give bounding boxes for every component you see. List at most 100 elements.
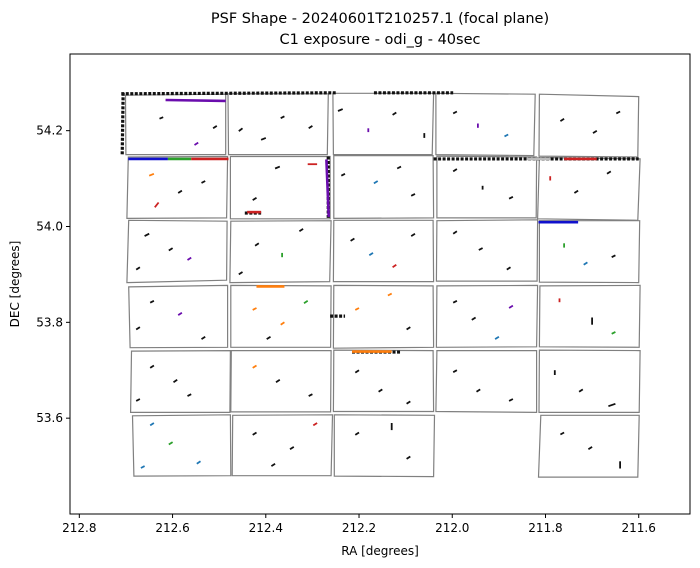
ota-frame — [229, 220, 332, 284]
psf-stick — [266, 335, 271, 340]
psf-stick — [187, 393, 192, 397]
psf-stick — [494, 335, 500, 340]
psf-stick — [354, 307, 360, 311]
psf-stick — [615, 110, 621, 115]
psf-stick — [308, 393, 313, 397]
psf-stick — [303, 300, 309, 304]
ota-frame — [124, 93, 227, 156]
psf-stick — [508, 195, 514, 200]
ota-frame — [538, 349, 641, 413]
psf-stick — [337, 108, 344, 112]
psf-stick — [452, 110, 458, 115]
psf-stick — [168, 247, 174, 252]
psf-stick — [135, 326, 141, 331]
psf-stick — [177, 189, 183, 194]
psf-stick — [504, 133, 509, 138]
ota-frame — [333, 155, 435, 220]
psf-stick — [452, 299, 458, 304]
psf-stick — [573, 189, 579, 194]
psf-stick — [159, 116, 164, 120]
psf-stick — [238, 127, 244, 132]
psf-stick — [270, 462, 276, 467]
psf-stick — [252, 364, 257, 369]
psf-stick — [289, 446, 295, 451]
psf-stick — [140, 465, 146, 469]
psf-stick — [452, 369, 458, 373]
ota-frame — [126, 155, 229, 220]
psf-stick — [378, 388, 383, 393]
psf-stick — [149, 422, 155, 427]
psf-stick — [135, 266, 141, 271]
psf-stick — [212, 125, 218, 130]
edge-strips — [120, 91, 639, 354]
ota-frame — [435, 350, 538, 414]
psf-stick — [201, 180, 206, 184]
ota-frame — [537, 414, 640, 478]
psf-stick — [154, 201, 160, 208]
psf-stick — [280, 115, 285, 120]
ota-frame — [129, 349, 232, 413]
psf-stick — [201, 335, 206, 340]
ota-frame — [126, 219, 228, 284]
ota-frame — [131, 414, 232, 477]
ota-frame — [333, 414, 436, 478]
psf-stick — [587, 446, 593, 451]
ota-frame — [538, 93, 640, 158]
psf-stick — [368, 252, 374, 257]
psf-stick — [168, 441, 174, 446]
x-axis-ticks: 212.8 212.6 212.4 212.2 212.0 211.8 211.6 — [62, 514, 656, 535]
psf-stick — [392, 111, 397, 116]
psf-stick — [144, 232, 150, 237]
y-tick-label: 53.8 — [36, 315, 63, 329]
ota-frame — [332, 219, 435, 283]
ota-frame — [332, 349, 435, 413]
ota-frames — [124, 92, 641, 478]
psf-stick — [592, 129, 598, 134]
psf-stick — [173, 379, 178, 383]
psf-stick — [149, 299, 155, 304]
psf-stick — [177, 311, 183, 316]
psf-stick — [452, 168, 458, 173]
psf-stick — [559, 117, 565, 122]
psf-stick — [406, 455, 411, 460]
psf-stick — [410, 232, 416, 237]
y-tick-label: 54.0 — [36, 220, 63, 234]
plot-frame — [69, 53, 691, 515]
edge-accent — [165, 98, 226, 103]
psf-stick — [194, 141, 199, 146]
psf-stick — [149, 364, 155, 369]
psf-stick — [354, 431, 360, 436]
x-tick-label: 211.8 — [528, 521, 562, 535]
psf-stick — [471, 316, 477, 321]
psf-stick — [611, 254, 616, 259]
psf-stick — [478, 247, 484, 251]
psf-stick — [252, 431, 257, 436]
psf-stick — [196, 460, 201, 465]
psf-stick — [274, 165, 281, 170]
psf-stick — [252, 196, 257, 201]
psf-stick — [508, 304, 514, 309]
psf-sticks — [135, 108, 621, 469]
x-tick-label: 212.6 — [155, 521, 189, 535]
psf-stick — [308, 125, 313, 130]
y-axis-label: DEC [degrees] — [8, 241, 22, 328]
psf-stick — [410, 193, 416, 197]
psf-stick — [406, 400, 411, 405]
edge-accent — [325, 159, 331, 217]
psf-stick — [298, 228, 304, 233]
ota-frame — [229, 155, 331, 220]
psf-stick — [476, 388, 481, 393]
psf-stick — [187, 256, 192, 261]
y-tick-label: 53.6 — [36, 411, 63, 425]
y-axis-ticks: 53.6 53.8 54.0 54.2 — [36, 124, 70, 425]
psf-stick — [396, 165, 402, 170]
psf-stick — [578, 388, 584, 393]
psf-stick — [238, 271, 243, 276]
x-tick-label: 212.0 — [435, 521, 469, 535]
x-tick-label: 211.6 — [622, 521, 656, 535]
x-tick-label: 212.2 — [342, 521, 376, 535]
x-tick-label: 212.8 — [62, 521, 96, 535]
chart-subtitle: C1 exposure - odi_g - 40sec — [280, 32, 481, 48]
